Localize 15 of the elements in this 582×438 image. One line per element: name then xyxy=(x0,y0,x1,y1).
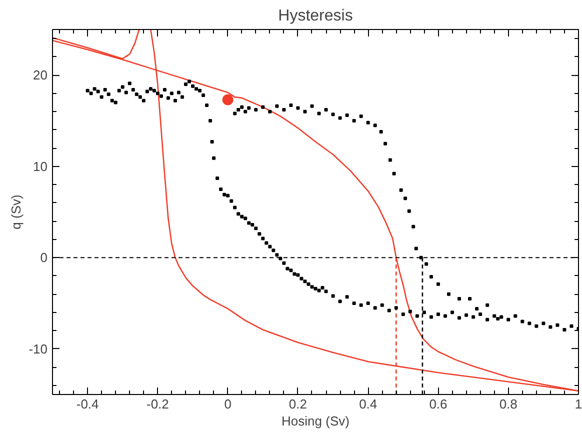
x-tick-label: 0.2 xyxy=(288,396,308,412)
chart-title: Hysteresis xyxy=(278,8,353,24)
x-tick-label: 0 xyxy=(224,396,232,412)
x-tick-label: 0.8 xyxy=(499,396,518,412)
x-tick-label: 0.4 xyxy=(359,396,378,412)
x-tick-label: -0.2 xyxy=(146,396,169,412)
y-tick-label: 10 xyxy=(33,158,48,174)
x-tick-label: 0.6 xyxy=(429,396,448,412)
y-tick-label: 20 xyxy=(33,68,48,83)
x-tick-label: 1 xyxy=(574,396,582,412)
y-tick-label: -10 xyxy=(28,341,48,356)
x-axis-title: Hosing (Sv) xyxy=(282,414,350,428)
x-tick-label: -0.4 xyxy=(76,396,99,412)
y-axis-title: q (Sv) xyxy=(8,194,24,230)
y-tick-label: 0 xyxy=(40,250,48,266)
